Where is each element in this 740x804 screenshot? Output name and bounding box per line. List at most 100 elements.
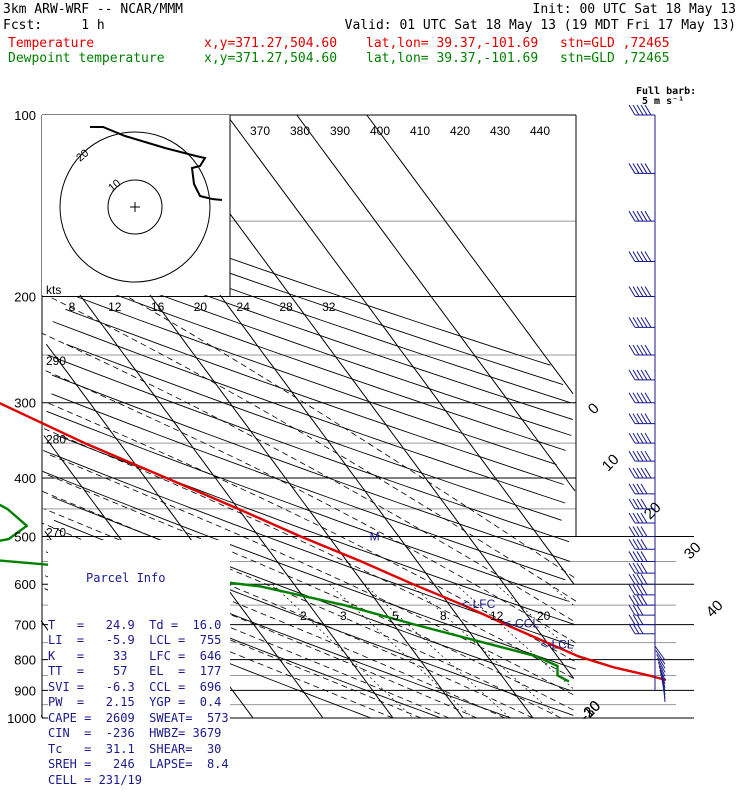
mixing-ratio-tick-label: 12 (490, 609, 504, 623)
wind-barb-flag (636, 483, 644, 495)
parcel-info-row: LI = -5.9 LCL = 755 (48, 633, 222, 647)
wind-barb-flag (640, 584, 648, 596)
wind-barb-flag (628, 573, 636, 585)
wind-barb (628, 467, 655, 479)
wind-barb-staff (655, 649, 666, 665)
dewpoint-line (0, 503, 570, 683)
wind-barb-flag (644, 467, 652, 479)
temperature-station: stn=GLD ,72465 (560, 36, 670, 51)
wind-barb-flag (632, 104, 640, 116)
dewpoint-legend: Dewpoint temperature (8, 51, 165, 66)
moist-adiabat-line (48, 296, 577, 602)
pressure-tick-label: 1000 (7, 711, 36, 726)
wind-barb-flag (632, 317, 640, 328)
mixing-ratio-line (548, 583, 574, 606)
wind-barb-flag (636, 369, 644, 381)
wind-barb (628, 432, 655, 444)
wind-barb-flag (628, 251, 636, 262)
temperature-line (0, 401, 667, 682)
isotherm-line (226, 114, 575, 585)
wind-barb-flag (640, 467, 648, 479)
wind-barb (628, 286, 655, 298)
parcel-info-row: SVI = -6.3 CCL = 696 (48, 679, 222, 694)
parcel-info-row: CELL = 231/19 (48, 772, 142, 787)
wind-barb-flag (640, 344, 648, 356)
wind-barb-flag (628, 584, 636, 596)
isotherm-line (49, 253, 394, 719)
theta-e-tick-label: 390 (330, 124, 350, 138)
isotherm-tick-label: 30 (681, 539, 705, 563)
mixing-ratio-tick-label: 20 (537, 609, 551, 623)
wind-barb-flag (628, 538, 636, 550)
level-annotation: M (370, 529, 380, 543)
wind-barb-flag (644, 251, 652, 262)
theta-e-tick-label: 380 (290, 124, 310, 138)
wind-barb-flag (632, 623, 640, 635)
wind-barb (628, 562, 655, 574)
wind-barb-staff (660, 673, 666, 688)
wind-barb (655, 649, 666, 665)
wind-barb-flag (640, 251, 648, 262)
isotherm-line (51, 162, 464, 719)
wind-barb-staff (658, 665, 666, 681)
wind-barb (628, 498, 655, 510)
wind-barb-flag (644, 392, 652, 403)
dewpoint-xy: x,y=371.27,504.60 (204, 51, 338, 66)
wind-barb-flag (628, 562, 636, 574)
wind-barb-flag (632, 413, 640, 424)
wind-barb (628, 551, 655, 562)
theta-tick-label: 270 (46, 525, 66, 539)
wind-barb-flag (636, 562, 644, 574)
wind-barb-flag (640, 594, 648, 606)
wind-barb (656, 658, 666, 673)
wind-barb-flag (640, 163, 648, 174)
mixing-ratio-tick-label: 3 (340, 609, 347, 623)
wind-barb-flag (636, 623, 644, 635)
dry-adiabat-line (52, 321, 566, 504)
hodograph-speed-tick-label: 28 (279, 300, 293, 314)
wind-barb (628, 163, 655, 174)
wind-barb-flag (636, 573, 644, 585)
wind-barb-flag (632, 526, 640, 537)
barb-legend-title: Full barb: (636, 86, 697, 97)
pressure-tick-label: 800 (14, 653, 36, 668)
wind-barb-flag (636, 413, 644, 424)
dry-adiabat-line (75, 296, 557, 466)
wind-barb-flag (632, 594, 640, 606)
mixing-ratio-line (495, 583, 575, 654)
wind-barb-flag (640, 104, 648, 116)
wind-barb-flag (632, 614, 640, 625)
wind-barb (628, 251, 655, 263)
isotherm-line (366, 114, 574, 395)
wind-barb-flag (628, 210, 636, 222)
hodograph-speed-tick-label: 32 (322, 300, 336, 314)
pressure-tick-label: 400 (14, 471, 36, 486)
wind-barb-flag (632, 369, 640, 381)
wind-barb (663, 688, 666, 703)
wind-barb-flag (636, 344, 644, 356)
wind-barb-flag (640, 450, 648, 462)
wind-barb (628, 317, 655, 328)
wind-barb-flag (636, 614, 644, 625)
wind-barb-flag (628, 344, 636, 356)
wind-barb-flag (636, 594, 644, 606)
wind-barb-flag (644, 413, 652, 424)
mixing-ratio-tick-label: 2 (300, 609, 307, 623)
wind-barb-flag (636, 251, 644, 262)
theta-e-tick-label: 420 (450, 124, 470, 138)
moist-adiabat-line (41, 427, 574, 679)
hodograph-speed-tick-label: 24 (237, 300, 251, 314)
parcel-info-panel: Parcel Info T = 24.9 Td = 16.0 LI = -5.9 … (48, 540, 230, 804)
isotherm-tick-label: 0 (585, 400, 603, 418)
hodograph-ring (59, 131, 211, 283)
wind-barb-flag (632, 483, 640, 495)
wind-barb-staff (656, 654, 666, 669)
isotherm-tick-label: 10 (599, 451, 623, 475)
moist-adiabat-line (41, 522, 506, 719)
wind-barb-flag (640, 526, 648, 537)
wind-barb (658, 665, 666, 681)
wind-barb-flag (640, 483, 648, 495)
wind-barb-flag (628, 498, 636, 510)
wind-barb-staff (656, 658, 666, 673)
parcel-info-row: T = 24.9 Td = 16.0 (48, 617, 222, 632)
